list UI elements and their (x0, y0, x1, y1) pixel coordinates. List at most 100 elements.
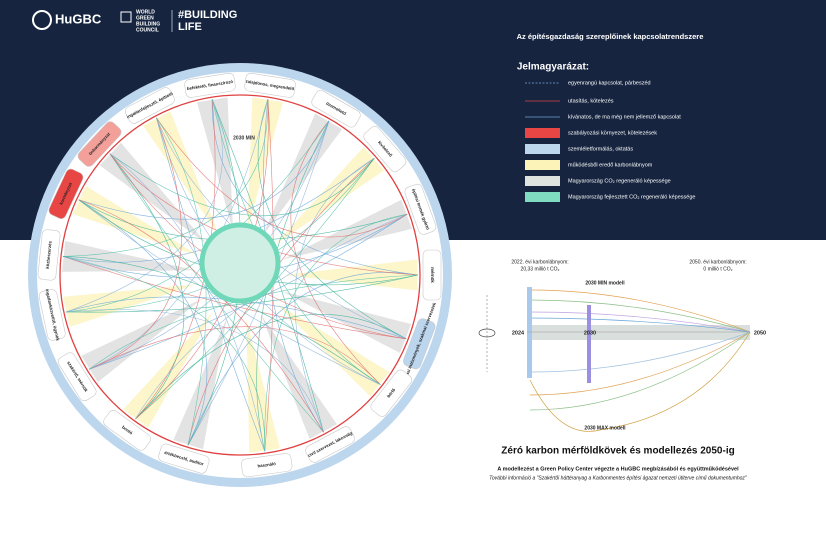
year-label: 2050 (754, 330, 766, 336)
actor: bérlő (370, 369, 413, 417)
legend-label: utasítás, kötelezés (568, 98, 614, 104)
model-curve (529, 331, 751, 373)
model-curve (529, 331, 751, 396)
actor-box (311, 89, 361, 128)
actor: üzemeltető (311, 89, 361, 128)
wgbc-icon (120, 11, 132, 23)
relationship-chord (290, 120, 381, 385)
actor: önkormányzat (77, 121, 122, 167)
actor-box (125, 87, 175, 124)
legend-label: kívánatos, de ma még nem jellemző kapcso… (568, 114, 681, 120)
relationship-chord (62, 256, 266, 452)
relationship-chord (88, 99, 269, 370)
max-label: 2030 MAX modell (584, 425, 626, 431)
logo-wgbc: GREEN (136, 15, 154, 21)
relationship-chord (65, 99, 223, 313)
baseline-bar (527, 287, 532, 378)
actor-box (38, 289, 66, 341)
actor-label: használó (257, 461, 276, 469)
actor-box (241, 453, 293, 478)
logo-hugbc: HuGBC (55, 11, 102, 26)
relationship-chord (109, 153, 324, 433)
rotate-icon (478, 295, 496, 372)
model-curve (529, 331, 751, 411)
relationship-chord (88, 326, 381, 385)
legend-label: Magyarország CO₂ regeneráló képessége (568, 178, 671, 184)
actor-box (422, 249, 442, 301)
logo-building-life: LIFE (178, 21, 202, 33)
legend-swatch (525, 144, 560, 154)
actor-box (77, 121, 122, 167)
logo-wgbc: BUILDING (136, 21, 160, 27)
model-curve (529, 311, 751, 333)
wedge (261, 314, 337, 439)
actor: bontó (103, 410, 151, 451)
center-label: 2030 MIN (233, 135, 255, 141)
legend-label: működésből eredő karbonlábnyom (568, 162, 653, 168)
wedge (123, 311, 214, 428)
wedge (62, 241, 196, 272)
actor-label: bontó (121, 425, 134, 436)
actor-box (244, 72, 296, 98)
min-label: 2030 MIN modell (585, 280, 625, 286)
model-chart: 2022. évi karbonlábnyom:20,33 millió t C… (511, 259, 766, 432)
relationship-chord (294, 157, 375, 433)
relationship-chord (109, 153, 185, 420)
year-label: 2030 (584, 330, 596, 336)
logo-wgbc: COUNCIL (136, 27, 159, 33)
actor-box (37, 229, 61, 281)
actor-box (103, 410, 151, 451)
relationship-chord (187, 158, 375, 446)
actor-box (305, 426, 355, 463)
actor: kivitelező (363, 126, 407, 173)
relationship-chord (256, 120, 330, 452)
relationship-chord (88, 117, 182, 370)
wedge (282, 291, 412, 354)
model-curve (529, 331, 751, 432)
actor-box (184, 72, 236, 98)
actor-box (403, 318, 436, 370)
relationship-chord (257, 99, 407, 340)
regeneration-core (199, 222, 281, 304)
wedge (285, 259, 418, 291)
wedge (143, 111, 219, 236)
relationship-wheel: 2030 MIN befektető, finanszírozó tulajdono… (28, 63, 452, 487)
legend-label: egyenrangú kapcsolat, párbeszéd (568, 80, 651, 86)
relationship-chord (65, 274, 419, 313)
actor: értékbecslő, auditor (158, 443, 210, 474)
actor: használó (241, 453, 293, 478)
actor: befektető, finanszírozó (184, 72, 236, 98)
relationship-chord (264, 213, 408, 452)
footer-more-info: További információ a "Szakértői háttéran… (489, 475, 747, 481)
actor-label: bérlő (386, 387, 397, 399)
start-note: 2022. évi karbonlábnyom: (511, 259, 568, 265)
end-note: 2050. évi karbonlábnyom: (689, 259, 746, 265)
actor-box (370, 369, 413, 417)
legend-swatch (525, 160, 560, 170)
relationship-chord (109, 153, 375, 217)
actor: kormányzat (48, 168, 84, 219)
relationship-chord (135, 314, 407, 420)
relationship-chord (135, 213, 408, 420)
actor-box (404, 183, 437, 235)
model-curve (529, 299, 751, 333)
relationship-chord (156, 117, 408, 238)
hugbc-icon (32, 10, 52, 30)
year-label: 2024 (512, 330, 525, 336)
legend-label: Magyarország fejlesztett CO₂ regeneráló … (568, 194, 695, 200)
relationship-chord (65, 309, 324, 433)
legend-swatch (525, 128, 560, 138)
model-curve (529, 317, 751, 333)
legend-label: szabályozási környezet, kötelezések (568, 130, 657, 136)
actor: tulajdonos, megrendelő (244, 72, 296, 98)
actor-box (48, 168, 84, 219)
actor: ingatlanközvetítő, ügynök (38, 289, 66, 342)
legend-swatch (525, 192, 560, 202)
relationship-chord (78, 199, 208, 446)
relationship-chord (78, 199, 381, 385)
actor: közbeszerzés (37, 229, 61, 281)
wedge (247, 97, 284, 231)
legend: egyenrangú kapcsolat, párbeszéd utasítás,… (525, 80, 695, 202)
legend-swatch (525, 176, 560, 186)
